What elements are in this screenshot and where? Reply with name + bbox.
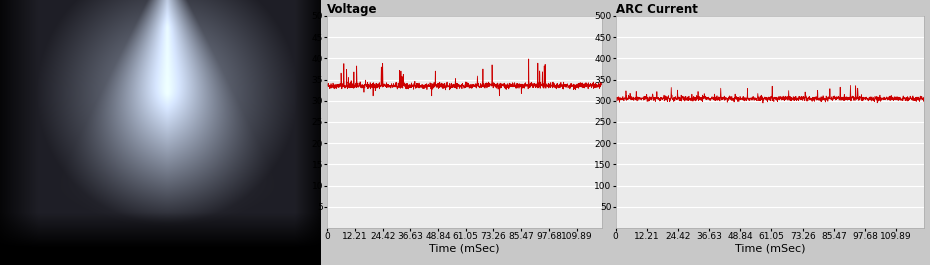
Text: ARC Current: ARC Current <box>616 3 698 16</box>
X-axis label: Time (mSec): Time (mSec) <box>735 244 805 254</box>
Text: Voltage: Voltage <box>327 3 378 16</box>
X-axis label: Time (mSec): Time (mSec) <box>430 244 499 254</box>
